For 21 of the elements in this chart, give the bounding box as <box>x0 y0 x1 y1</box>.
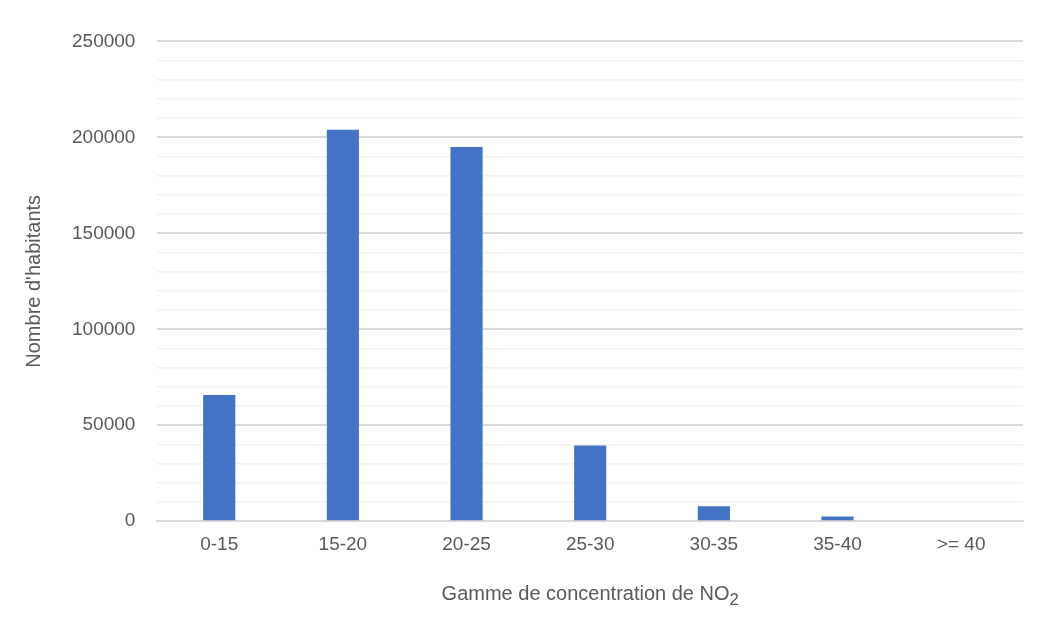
bar <box>574 445 607 521</box>
x-tick-label: 30-35 <box>689 532 739 554</box>
x-tick-label: 15-20 <box>318 532 368 554</box>
x-tick-label: >= 40 <box>936 532 986 554</box>
y-tick-label: 150000 <box>72 221 136 243</box>
bar <box>821 516 854 521</box>
x-axis-title: Gamme de concentration de NO$_{2}$ <box>441 582 739 610</box>
x-tick-label: 35-40 <box>813 532 862 554</box>
bar <box>697 506 730 521</box>
x-tick-label: 25-30 <box>565 532 615 554</box>
x-tick-label: 0-15 <box>200 532 239 554</box>
x-tick-label: 20-25 <box>442 532 491 554</box>
y-tick-label: 100000 <box>72 317 136 339</box>
y-tick-label: 0 <box>124 509 136 531</box>
bar <box>203 395 236 521</box>
y-tick-label: 250000 <box>72 29 136 51</box>
bar <box>326 129 359 521</box>
y-axis-title: Nombre d'habitants <box>21 194 44 368</box>
y-tick-label: 50000 <box>82 413 136 435</box>
y-tick-label: 200000 <box>72 125 136 147</box>
bar <box>450 146 483 521</box>
